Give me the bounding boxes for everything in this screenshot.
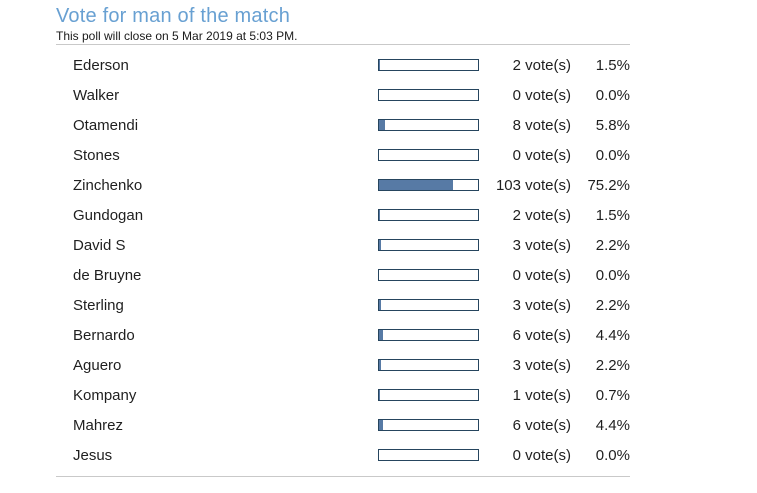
option-name: David S — [73, 236, 126, 254]
poll-options: Ederson 2 vote(s) 1.5% Walker 0 vote(s) … — [56, 50, 630, 470]
vote-bar — [378, 119, 479, 131]
vote-bar-fill — [379, 120, 385, 130]
poll-option-row: David S 3 vote(s) 2.2% — [56, 230, 630, 260]
vote-bar — [378, 89, 479, 101]
poll-option-row: Jesus 0 vote(s) 0.0% — [56, 440, 630, 470]
vote-bar-fill — [379, 240, 382, 250]
poll-option-row: Kompany 1 vote(s) 0.7% — [56, 380, 630, 410]
vote-bar-fill — [379, 180, 454, 190]
vote-count: 3 vote(s) — [512, 296, 571, 314]
vote-bar — [378, 149, 479, 161]
poll-option-row: Stones 0 vote(s) 0.0% — [56, 140, 630, 170]
option-name: Aguero — [73, 356, 122, 374]
vote-bar-fill — [379, 210, 381, 220]
vote-count: 3 vote(s) — [512, 236, 571, 254]
vote-bar — [378, 359, 479, 371]
vote-count: 2 vote(s) — [512, 206, 571, 224]
vote-bar — [378, 59, 479, 71]
vote-bar-fill — [379, 390, 380, 400]
vote-percent: 2.2% — [595, 236, 630, 254]
poll-title: Vote for man of the match — [56, 5, 291, 27]
option-name: Mahrez — [73, 416, 124, 434]
vote-count: 0 vote(s) — [512, 86, 571, 104]
vote-bar — [378, 389, 479, 401]
vote-bar-fill — [379, 330, 384, 340]
vote-percent: 1.5% — [595, 56, 630, 74]
option-name: Gundogan — [73, 206, 144, 224]
vote-percent: 75.2% — [587, 176, 630, 194]
vote-bar — [378, 239, 479, 251]
poll-option-row: Aguero 3 vote(s) 2.2% — [56, 350, 630, 380]
vote-bar — [378, 449, 479, 461]
vote-bar — [378, 299, 479, 311]
vote-percent: 5.8% — [595, 116, 630, 134]
poll-option-row: de Bruyne 0 vote(s) 0.0% — [56, 260, 630, 290]
bottom-divider — [56, 476, 630, 477]
vote-count: 0 vote(s) — [512, 266, 571, 284]
vote-percent: 2.2% — [595, 356, 630, 374]
poll-option-row: Bernardo 6 vote(s) 4.4% — [56, 320, 630, 350]
vote-percent: 1.5% — [595, 206, 630, 224]
vote-bar-fill — [379, 360, 382, 370]
vote-percent: 0.0% — [595, 146, 630, 164]
option-name: Otamendi — [73, 116, 139, 134]
option-name: de Bruyne — [73, 266, 142, 284]
vote-count: 3 vote(s) — [512, 356, 571, 374]
vote-bar — [378, 269, 479, 281]
option-name: Kompany — [73, 386, 137, 404]
vote-bar — [378, 419, 479, 431]
option-name: Jesus — [73, 446, 113, 464]
vote-percent: 0.0% — [595, 266, 630, 284]
vote-percent: 4.4% — [595, 416, 630, 434]
option-name: Sterling — [73, 296, 124, 314]
vote-percent: 0.7% — [595, 386, 630, 404]
poll-option-row: Mahrez 6 vote(s) 4.4% — [56, 410, 630, 440]
option-name: Ederson — [73, 56, 129, 74]
vote-percent: 4.4% — [595, 326, 630, 344]
vote-count: 6 vote(s) — [512, 416, 571, 434]
option-name: Walker — [73, 86, 120, 104]
vote-bar — [378, 329, 479, 341]
vote-percent: 0.0% — [595, 446, 630, 464]
poll-option-row: Gundogan 2 vote(s) 1.5% — [56, 200, 630, 230]
option-name: Bernardo — [73, 326, 135, 344]
poll-option-row: Otamendi 8 vote(s) 5.8% — [56, 110, 630, 140]
vote-bar-fill — [379, 300, 382, 310]
poll-option-row: Ederson 2 vote(s) 1.5% — [56, 50, 630, 80]
top-divider — [56, 44, 630, 45]
poll-option-row: Sterling 3 vote(s) 2.2% — [56, 290, 630, 320]
vote-bar-fill — [379, 60, 381, 70]
poll-option-row: Zinchenko 103 vote(s) 75.2% — [56, 170, 630, 200]
vote-bar — [378, 179, 479, 191]
vote-bar — [378, 209, 479, 221]
option-name: Zinchenko — [73, 176, 143, 194]
vote-count: 0 vote(s) — [512, 146, 571, 164]
vote-count: 103 vote(s) — [495, 176, 571, 194]
vote-count: 8 vote(s) — [512, 116, 571, 134]
vote-count: 6 vote(s) — [512, 326, 571, 344]
poll-close-notice: This poll will close on 5 Mar 2019 at 5:… — [56, 29, 298, 43]
vote-bar-fill — [379, 420, 384, 430]
poll-option-row: Walker 0 vote(s) 0.0% — [56, 80, 630, 110]
vote-percent: 0.0% — [595, 86, 630, 104]
vote-count: 1 vote(s) — [512, 386, 571, 404]
vote-percent: 2.2% — [595, 296, 630, 314]
option-name: Stones — [73, 146, 120, 164]
vote-count: 0 vote(s) — [512, 446, 571, 464]
vote-count: 2 vote(s) — [512, 56, 571, 74]
